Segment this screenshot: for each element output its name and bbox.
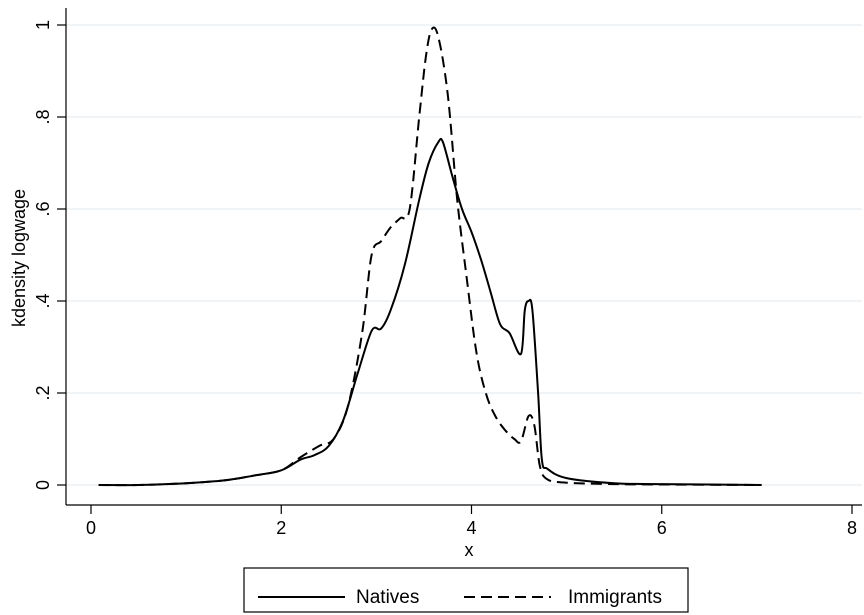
series-line-natives: [98, 137, 762, 487]
y-axis-title: kdensity logwage: [9, 189, 29, 327]
y-tick-labels: 0 .2 .4 .6 .8 1: [33, 20, 53, 490]
x-tick-labels: 0 2 4 6 8: [86, 518, 857, 538]
legend-box: [243, 567, 689, 613]
legend-label-natives: Natives: [356, 587, 419, 608]
axes: [57, 8, 862, 514]
series-line-immigrants: [98, 26, 762, 487]
x-axis-title: x: [465, 540, 474, 560]
x-tick-label-4: 8: [847, 518, 857, 538]
y-tick-label-3: .6: [33, 201, 53, 216]
y-tick-label-2: .4: [33, 293, 53, 308]
y-tick-label-1: .2: [33, 385, 53, 400]
x-tick-label-0: 0: [86, 518, 96, 538]
y-tick-label-4: .8: [33, 109, 53, 124]
y-tick-label-0: 0: [33, 480, 53, 490]
legend-label-immigrants: Immigrants: [568, 587, 662, 608]
series-lines: [98, 26, 762, 487]
x-tick-label-1: 2: [276, 518, 286, 538]
y-tick-label-5: 1: [33, 20, 53, 30]
x-tick-label-3: 6: [657, 518, 667, 538]
legend: Natives Immigrants: [243, 567, 689, 613]
x-tick-label-2: 4: [466, 518, 476, 538]
